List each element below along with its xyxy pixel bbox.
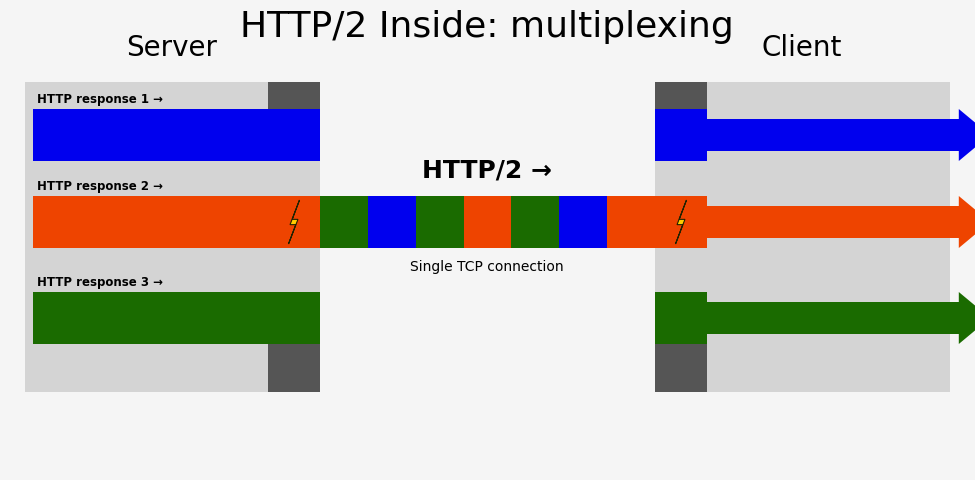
Text: HTTP/2 Inside: multiplexing: HTTP/2 Inside: multiplexing [240,10,734,44]
Bar [463,196,512,248]
Text: Single TCP connection: Single TCP connection [410,260,564,274]
Bar [25,82,320,392]
Bar [655,82,950,392]
Bar [655,248,707,292]
Bar [707,119,958,151]
Bar [368,196,415,248]
Polygon shape [958,196,975,248]
Bar [512,196,560,248]
Bar [268,161,320,196]
Text: HTTP response 3 →: HTTP response 3 → [37,276,163,289]
Bar [655,109,707,161]
Text: HTTP/2 →: HTTP/2 → [422,158,552,182]
Bar [268,82,320,392]
Bar [655,161,707,196]
Bar [415,196,463,248]
Text: HTTP response 1 →: HTTP response 1 → [37,93,163,106]
Bar [33,292,268,344]
Bar [560,196,607,248]
Text: Server: Server [127,34,217,62]
Polygon shape [289,200,299,244]
Bar [655,292,707,344]
Polygon shape [958,292,975,344]
Polygon shape [676,200,686,244]
Bar [655,82,707,392]
Bar [707,206,958,238]
Text: HTTP response 2 →: HTTP response 2 → [37,180,163,193]
Bar [268,292,320,344]
Bar [320,196,368,248]
Text: Client: Client [761,34,842,62]
Bar [655,196,707,248]
Bar [268,109,320,161]
Bar [607,196,655,248]
Bar [707,302,958,334]
Bar [33,196,268,248]
Bar [268,196,320,248]
Polygon shape [958,109,975,161]
Bar [268,248,320,292]
Bar [33,109,268,161]
